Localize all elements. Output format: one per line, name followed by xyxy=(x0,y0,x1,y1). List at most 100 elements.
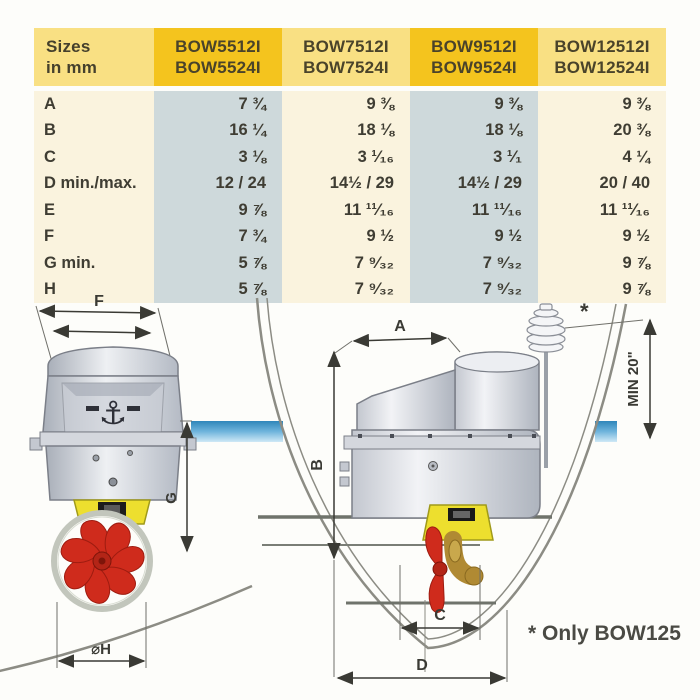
propeller-side xyxy=(425,526,448,613)
propeller-front xyxy=(60,520,145,604)
model-name: BOW5512I xyxy=(175,36,261,56)
spec-cell: 16 ¼ xyxy=(154,117,282,144)
spec-cell: 9 ⅞ xyxy=(538,276,666,303)
spec-cell: 20 / 40 xyxy=(538,170,666,197)
waterline-mark xyxy=(595,421,617,442)
propeller-hub-center xyxy=(98,557,106,565)
logo-bar xyxy=(86,406,99,411)
bracket-connector-inner xyxy=(104,505,120,513)
spec-cell: 11 ¹¹⁄₁₆ xyxy=(282,197,410,224)
table-row: E 9 ⅞ 11 ¹¹⁄₁₆ 11 ¹¹⁄₁₆ 11 ¹¹⁄₁₆ xyxy=(34,197,666,224)
motor-tab xyxy=(339,461,350,472)
spec-cell: 3 ⅛ xyxy=(154,144,282,171)
dimension-line-a xyxy=(352,331,448,348)
vent-asterisk: * xyxy=(580,299,589,324)
corner-line2: in mm xyxy=(46,58,98,77)
screw xyxy=(127,450,133,456)
extension-line xyxy=(35,305,53,363)
brass-ring xyxy=(448,539,462,563)
table-row: C 3 ⅛ 3 ¹⁄₁₆ 3 ¹⁄₁ 4 ¼ xyxy=(34,144,666,171)
spec-cell: 9 ½ xyxy=(538,223,666,250)
screw xyxy=(92,454,100,462)
model-name: BOW7524I xyxy=(303,58,389,77)
row-label: E xyxy=(34,197,154,224)
screw xyxy=(108,477,118,487)
hull-outer xyxy=(255,297,628,650)
spec-cell: 18 ⅛ xyxy=(282,117,410,144)
leader-line xyxy=(564,319,644,329)
screw-center xyxy=(431,464,435,468)
table-row: H 5 ⅞ 7 ⁹⁄₃₂ 7 ⁹⁄₃₂ 9 ⅞ xyxy=(34,276,666,303)
dim-label-min20: MIN 20" xyxy=(625,351,642,406)
clamp-band xyxy=(39,431,187,447)
dim-label-a: A xyxy=(394,318,406,335)
model-name: BOW5524I xyxy=(175,58,261,77)
corner-line1: Sizes xyxy=(46,36,91,56)
column-header-bow55: BOW5512I BOW5524I xyxy=(154,28,282,86)
spec-cell: 9 ⅞ xyxy=(154,197,282,224)
row-label: A xyxy=(34,91,154,118)
row-label: G min. xyxy=(34,250,154,277)
column-header-bow125: BOW12512I BOW12524I xyxy=(538,28,666,86)
spec-cell: 9 ½ xyxy=(282,223,410,250)
waterline-bar xyxy=(191,421,283,442)
spec-cell: 14½ / 29 xyxy=(410,170,538,197)
extension-line xyxy=(157,307,172,361)
flange-connector-inner xyxy=(453,511,470,518)
model-name: BOW9512I xyxy=(431,36,517,56)
motor-lower-body xyxy=(45,445,181,501)
motor-tab xyxy=(339,476,350,487)
logo-bar xyxy=(127,406,140,411)
hull-inner xyxy=(266,297,617,640)
dim-label-d: D xyxy=(416,657,428,674)
spec-cell: 7 ⁹⁄₃₂ xyxy=(282,276,410,303)
spec-cell: 11 ¹¹⁄₁₆ xyxy=(538,197,666,224)
spec-cell: 11 ¹¹⁄₁₆ xyxy=(410,197,538,224)
clamp-bolts xyxy=(358,434,536,438)
spec-cell: 9 ½ xyxy=(410,223,538,250)
table-row: D min./max. 12 / 24 14½ / 29 14½ / 29 20… xyxy=(34,170,666,197)
yellow-flange xyxy=(422,504,494,541)
dim-label-b: B xyxy=(309,459,326,471)
spec-cell: 7 ¾ xyxy=(154,223,282,250)
dimension-line-f2 xyxy=(52,324,152,340)
model-name: BOW7512I xyxy=(303,36,389,56)
model-name: BOW9524I xyxy=(431,58,517,77)
spec-cell: 14½ / 29 xyxy=(282,170,410,197)
anchor-logo-icon: ⚓ xyxy=(99,395,128,431)
row-label: C xyxy=(34,144,154,171)
column-header-bow75: BOW7512I BOW7524I xyxy=(282,28,410,86)
spec-cell: 7 ⁹⁄₃₂ xyxy=(282,250,410,277)
hull-line xyxy=(0,584,253,673)
spec-cell: 3 ¹⁄₁₆ xyxy=(282,144,410,171)
motor-main-body xyxy=(351,429,541,519)
dim-label-h: ⌀H xyxy=(91,641,111,658)
spec-cell: 7 ⁹⁄₃₂ xyxy=(410,250,538,277)
spec-table: Sizes in mm BOW5512I BOW5524I BOW7512I B… xyxy=(34,28,666,303)
spec-cell: 9 ⅜ xyxy=(282,91,410,118)
extension-line xyxy=(334,340,353,354)
table-row: A 7 ¾ 9 ⅜ 9 ⅜ 9 ⅜ xyxy=(34,91,666,118)
spec-cell: 5 ⅞ xyxy=(154,250,282,277)
table-header-row: Sizes in mm BOW5512I BOW5524I BOW7512I B… xyxy=(34,28,666,86)
vent-cap xyxy=(526,303,566,353)
dimension-line-f xyxy=(38,304,157,320)
row-label: F xyxy=(34,223,154,250)
dim-label-f: F xyxy=(94,293,104,310)
spec-cell: 3 ¹⁄₁ xyxy=(410,144,538,171)
model-name: BOW12512I xyxy=(554,36,650,56)
row-label: B xyxy=(34,117,154,144)
spec-cell: 18 ⅛ xyxy=(410,117,538,144)
right-diagram-side-view: A B xyxy=(255,297,681,685)
spec-cell: 7 ⁹⁄₃₂ xyxy=(410,276,538,303)
clamp-band-side xyxy=(343,435,541,450)
spec-cell: 5 ⅞ xyxy=(154,276,282,303)
table-row: G min. 5 ⅞ 7 ⁹⁄₃₂ 7 ⁹⁄₃₂ 9 ⅞ xyxy=(34,250,666,277)
left-diagram-front-view: F ⚓ xyxy=(0,293,283,673)
spec-cell: 4 ¼ xyxy=(538,144,666,171)
table-row: F 7 ¾ 9 ½ 9 ½ 9 ½ xyxy=(34,223,666,250)
spec-cell: 9 ⅜ xyxy=(410,91,538,118)
spec-cell: 7 ¾ xyxy=(154,91,282,118)
motor-top-cap xyxy=(454,351,540,373)
